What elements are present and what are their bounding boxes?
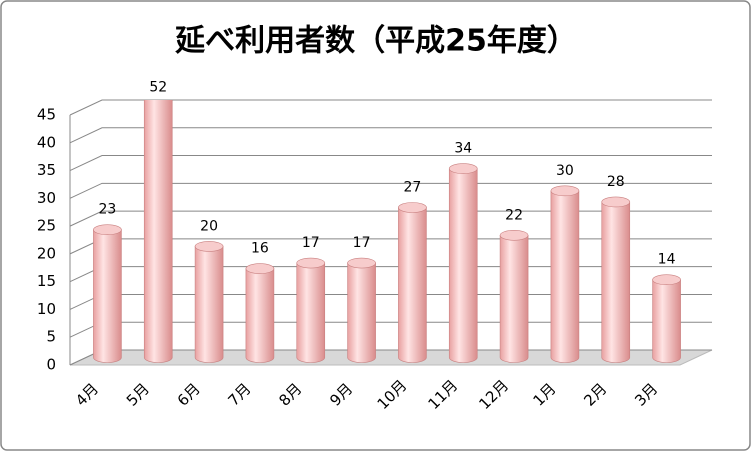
data-label: 52 bbox=[149, 80, 167, 96]
bar-top bbox=[550, 185, 580, 197]
bar-top bbox=[245, 263, 275, 274]
bar-top bbox=[601, 196, 631, 208]
y-tick-label: 5 bbox=[46, 328, 56, 346]
bars bbox=[93, 100, 681, 363]
bar-body bbox=[448, 168, 478, 363]
bar bbox=[601, 196, 631, 363]
chart-title: 延べ利用者数（平成25年度） bbox=[174, 24, 577, 59]
bar bbox=[347, 257, 376, 363]
y-tick-label: 35 bbox=[37, 161, 56, 179]
bar-body bbox=[499, 234, 529, 363]
data-label: 27 bbox=[404, 180, 422, 196]
data-label: 23 bbox=[99, 202, 117, 218]
bar-top bbox=[499, 229, 529, 241]
bar bbox=[499, 229, 529, 363]
bar-body bbox=[296, 262, 326, 363]
y-tick-label: 10 bbox=[37, 300, 56, 318]
y-tick-label: 15 bbox=[37, 272, 56, 290]
bar-body bbox=[194, 246, 224, 363]
bar-top bbox=[194, 241, 224, 252]
bar-body bbox=[347, 262, 376, 363]
y-tick-label: 20 bbox=[37, 244, 56, 262]
data-label: 17 bbox=[353, 235, 371, 251]
bar-body bbox=[550, 190, 580, 363]
grid-line bbox=[69, 127, 712, 144]
y-tick-label: 25 bbox=[37, 217, 56, 235]
bar bbox=[245, 263, 275, 363]
y-tick-label: 40 bbox=[37, 133, 56, 151]
data-label: 20 bbox=[200, 218, 218, 234]
data-label: 16 bbox=[251, 241, 269, 257]
bar-body bbox=[601, 201, 631, 363]
bar bbox=[296, 257, 326, 363]
bar bbox=[448, 163, 478, 363]
bar-body bbox=[93, 229, 122, 363]
bar-top bbox=[652, 274, 681, 286]
grid-line bbox=[69, 182, 712, 199]
bar-top bbox=[347, 257, 376, 269]
data-label: 30 bbox=[556, 163, 574, 179]
data-label: 22 bbox=[505, 207, 523, 223]
data-label: 34 bbox=[454, 141, 472, 157]
y-tick-label: 30 bbox=[37, 189, 56, 207]
bar bbox=[398, 202, 427, 363]
bar bbox=[93, 224, 122, 363]
bar bbox=[194, 241, 224, 363]
grid-line bbox=[69, 99, 712, 116]
bar bbox=[652, 274, 681, 363]
data-label: 14 bbox=[658, 252, 676, 268]
grid-line bbox=[69, 210, 712, 227]
bar-top bbox=[93, 224, 122, 236]
y-tick-label: 0 bbox=[46, 356, 56, 374]
bar-top bbox=[398, 202, 427, 213]
bar-top bbox=[448, 163, 478, 174]
y-tick-label: 45 bbox=[37, 106, 56, 124]
data-label: 28 bbox=[607, 174, 625, 190]
bar-body bbox=[245, 268, 275, 363]
bar-body bbox=[652, 279, 681, 363]
bar-top bbox=[296, 257, 326, 269]
bar-body bbox=[143, 100, 173, 363]
grid-line bbox=[69, 155, 712, 172]
data-label: 17 bbox=[302, 235, 320, 251]
bar bbox=[550, 185, 580, 363]
bar bbox=[143, 100, 173, 363]
bar-body bbox=[398, 207, 427, 363]
